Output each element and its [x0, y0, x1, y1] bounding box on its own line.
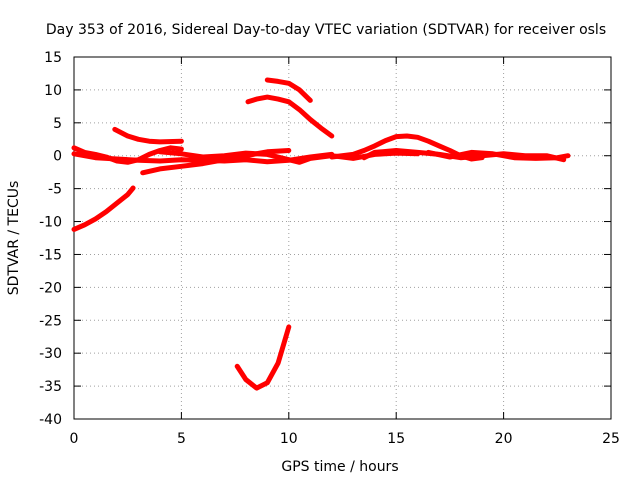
series-arc-1 — [71, 185, 136, 232]
y-tick-label: -25 — [39, 313, 62, 329]
y-tick-label: 15 — [44, 50, 62, 66]
y-tick-label: -5 — [48, 182, 62, 198]
y-tick-label: -35 — [39, 379, 62, 395]
x-tick-label: 15 — [387, 431, 405, 447]
series-arc-4 — [112, 126, 184, 145]
x-tick-label: 10 — [280, 431, 298, 447]
plot-frame — [73, 56, 612, 420]
series-arc-2 — [71, 145, 184, 165]
x-tick-label: 20 — [495, 431, 513, 447]
y-tick-label: 0 — [53, 149, 62, 165]
y-tick-label: -30 — [39, 346, 62, 362]
series-arc-11 — [361, 148, 567, 163]
x-tick-label: 0 — [70, 431, 79, 447]
y-axis-label: SDTVAR / TECUs — [6, 181, 22, 296]
ticks-layer: 0 5 10 15 20 25 15 10 5 0 -5 -10 -15 -20 -25 -30 -35 -40 — [39, 50, 620, 447]
series-arc-7 — [234, 324, 292, 391]
x-tick-label: 25 — [602, 431, 620, 447]
x-tick-label: 5 — [177, 431, 186, 447]
x-axis-label: GPS time / hours — [281, 459, 398, 475]
series-layer — [71, 77, 571, 391]
y-tick-label: 10 — [44, 83, 62, 99]
grid-layer — [74, 57, 611, 419]
y-tick-label: -15 — [39, 247, 62, 263]
series-arc-9 — [264, 77, 313, 103]
chart-title: Day 353 of 2016, Sidereal Day-to-day VTE… — [46, 22, 606, 38]
series-arc-12 — [425, 149, 571, 161]
y-tick-label: 5 — [53, 116, 62, 132]
y-tick-label: -10 — [39, 215, 62, 231]
y-tick-label: -20 — [39, 280, 62, 296]
y-tick-label: -40 — [39, 412, 62, 428]
series-arc-8 — [245, 94, 335, 139]
